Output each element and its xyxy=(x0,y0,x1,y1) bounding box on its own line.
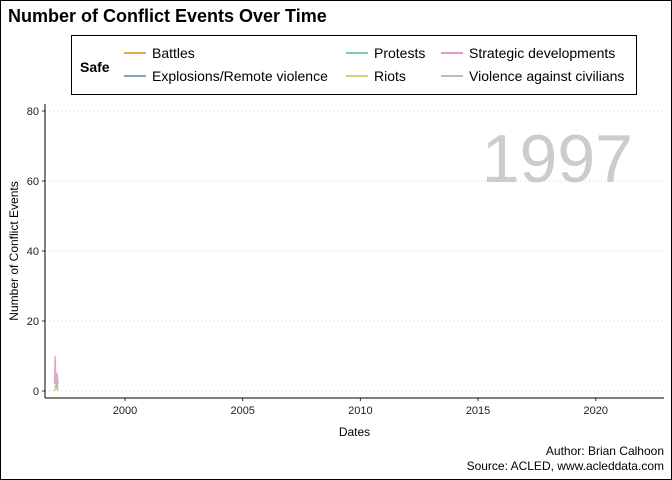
caption-author: Author: Brian Calhoon xyxy=(545,444,664,458)
x-axis-title: Dates xyxy=(339,425,370,439)
legend-label-riots: Riots xyxy=(374,68,406,84)
legend-key-riots xyxy=(346,75,368,77)
tick-label-x-2010: 2010 xyxy=(348,405,372,417)
tick-label-y-80: 80 xyxy=(27,106,39,118)
caption-source: Source: ACLED, www.acleddata.com xyxy=(466,459,664,473)
legend-label-battles: Battles xyxy=(152,45,195,61)
annotation-layer: 1997 xyxy=(482,121,633,197)
series-line-4 xyxy=(53,355,59,385)
legend-key-violence xyxy=(441,75,463,77)
legend-label-strategic: Strategic developments xyxy=(469,45,616,61)
legend-title: Safe xyxy=(80,59,110,75)
chart-title: Number of Conflict Events Over Time xyxy=(8,6,327,26)
tick-label-x-2015: 2015 xyxy=(466,405,490,417)
tick-label-x-2005: 2005 xyxy=(230,405,254,417)
tick-label-x-2000: 2000 xyxy=(113,405,137,417)
tick-label-x-2020: 2020 xyxy=(584,405,608,417)
series-line-3 xyxy=(53,386,59,392)
tick-label-y-0: 0 xyxy=(33,386,39,398)
series-line-5 xyxy=(53,376,59,388)
axes-layer: 0 20 40 60 80 2000 2005 2010 2015 2020 Dates Number… xyxy=(7,104,664,439)
legend-key-battles xyxy=(124,52,146,54)
legend: Safe Battles Explosions/Remote violence … xyxy=(71,35,637,95)
legend-item-explosions: Explosions/Remote violence xyxy=(124,68,328,84)
legend-item-strategic: Strategic developments xyxy=(441,45,615,61)
legend-item-protests: Protests xyxy=(346,45,425,61)
tick-label-y-40: 40 xyxy=(27,246,39,258)
legend-item-battles: Battles xyxy=(124,45,195,61)
series-layer xyxy=(53,355,59,392)
tick-label-y-60: 60 xyxy=(27,176,39,188)
legend-label-protests: Protests xyxy=(374,45,426,61)
legend-item-violence: Violence against civilians xyxy=(441,68,624,84)
legend-key-protests xyxy=(346,52,368,54)
tick-label-y-20: 20 xyxy=(27,316,39,328)
caption: Author: Brian Calhoon Source: ACLED, www… xyxy=(467,444,664,474)
legend-key-strategic xyxy=(441,52,463,54)
legend-label-explosions: Explosions/Remote violence xyxy=(152,68,328,84)
year-annotation: 1997 xyxy=(482,121,633,197)
legend-label-violence: Violence against civilians xyxy=(469,68,625,84)
legend-item-riots: Riots xyxy=(346,68,406,84)
legend-key-explosions xyxy=(124,75,146,77)
y-axis-title: Number of Conflict Events xyxy=(7,181,21,320)
